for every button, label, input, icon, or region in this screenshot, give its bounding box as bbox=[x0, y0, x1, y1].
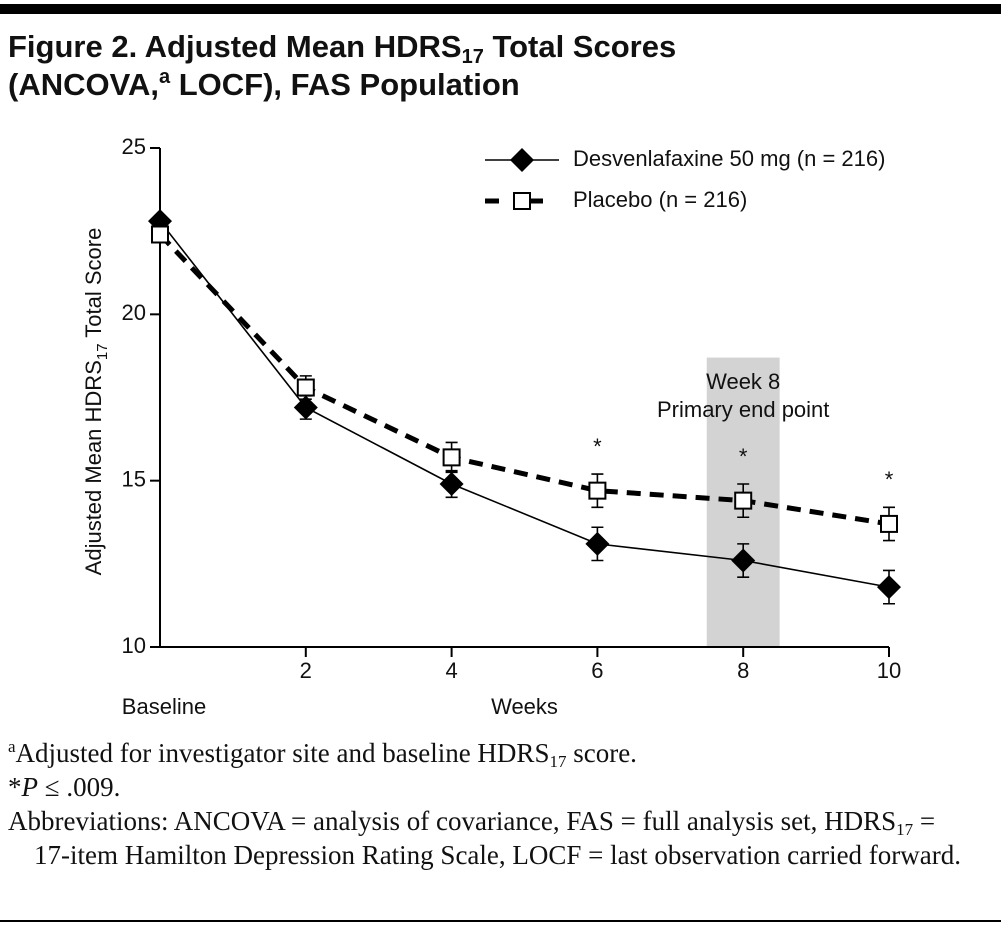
marker bbox=[151, 225, 169, 244]
x-tick-label: 2 bbox=[300, 658, 312, 683]
y-tick-label: 25 bbox=[122, 134, 146, 159]
significance-mark: * bbox=[885, 467, 894, 492]
legend-marker bbox=[510, 148, 534, 172]
footnote: Abbreviations: ANCOVA = analysis of cova… bbox=[8, 804, 968, 872]
marker bbox=[439, 471, 464, 496]
marker bbox=[880, 514, 898, 533]
marker bbox=[588, 481, 607, 500]
marker bbox=[296, 378, 315, 397]
footnote: *P ≤ .009. bbox=[8, 770, 968, 804]
y-tick-label: 20 bbox=[122, 300, 146, 325]
sup-text: a bbox=[8, 737, 16, 756]
text: score. bbox=[566, 738, 637, 768]
series-line bbox=[159, 220, 890, 588]
y-tick-label: 15 bbox=[122, 466, 146, 491]
sub-text: 17 bbox=[549, 752, 567, 771]
chart: Week 8 Primary end point 10 15 20 25 Baseline 2… bbox=[81, 134, 901, 719]
marker bbox=[293, 395, 318, 420]
text: Abbreviations: ANCOVA = analysis of cova… bbox=[8, 806, 897, 836]
y-tick-label: 10 bbox=[122, 633, 146, 658]
marker bbox=[734, 491, 753, 510]
text: Total Score bbox=[81, 228, 106, 344]
title-line: Figure 2. Adjusted Mean HDRS17 Total Sco… bbox=[8, 28, 677, 68]
text: Adjusted Mean HDRS bbox=[81, 360, 106, 575]
text: Total Scores bbox=[483, 29, 677, 64]
highlight-label: Week 8 bbox=[706, 369, 780, 394]
text: Figure 2. Adjusted Mean HDRS bbox=[8, 29, 462, 64]
text: Adjusted for investigator site and basel… bbox=[15, 738, 550, 768]
marker bbox=[585, 531, 610, 556]
footnote: aAdjusted for investigator site and base… bbox=[8, 736, 968, 770]
text: (ANCOVA, bbox=[8, 67, 159, 102]
title-line: (ANCOVA,a LOCF), FAS Population bbox=[8, 66, 676, 104]
sup-text: a bbox=[158, 66, 171, 88]
text: = 17-item Hamilton Depression Rating Sca… bbox=[34, 806, 962, 870]
bottom-rule bbox=[0, 920, 1001, 922]
sub-text: 17 bbox=[461, 46, 484, 68]
significance-mark: * bbox=[593, 434, 602, 459]
highlight-label: Primary end point bbox=[657, 397, 829, 422]
x-axis-label: Weeks bbox=[491, 694, 558, 719]
marker bbox=[442, 448, 461, 467]
sub-text: 17 bbox=[94, 343, 111, 360]
marker bbox=[877, 575, 901, 600]
y-axis-label: Adjusted Mean HDRS17 Total Score bbox=[81, 228, 112, 576]
text: ≤ .009. bbox=[38, 772, 121, 802]
x-tick-label: 4 bbox=[445, 658, 457, 683]
legend-label: Desvenlafaxine 50 mg (n = 216) bbox=[573, 146, 885, 171]
x-tick-label: Baseline bbox=[122, 694, 206, 719]
top-rule bbox=[0, 4, 1001, 14]
x-tick-label: 6 bbox=[591, 658, 603, 683]
legend-label: Placebo (n = 216) bbox=[573, 187, 747, 212]
sub-text: 17 bbox=[896, 820, 914, 839]
x-tick-label: 8 bbox=[737, 658, 749, 683]
series-line bbox=[158, 232, 890, 527]
text: LOCF), FAS Population bbox=[170, 67, 520, 102]
x-tick-label: 10 bbox=[877, 658, 901, 683]
marker bbox=[731, 548, 756, 573]
footnotes: aAdjusted for investigator site and base… bbox=[8, 736, 968, 872]
legend-marker bbox=[513, 192, 531, 210]
italic-text: P bbox=[21, 772, 39, 802]
chart-title: Figure 2. Adjusted Mean HDRS17 Total Sco… bbox=[8, 28, 676, 104]
text: * bbox=[8, 772, 22, 802]
significance-mark: * bbox=[739, 444, 748, 469]
